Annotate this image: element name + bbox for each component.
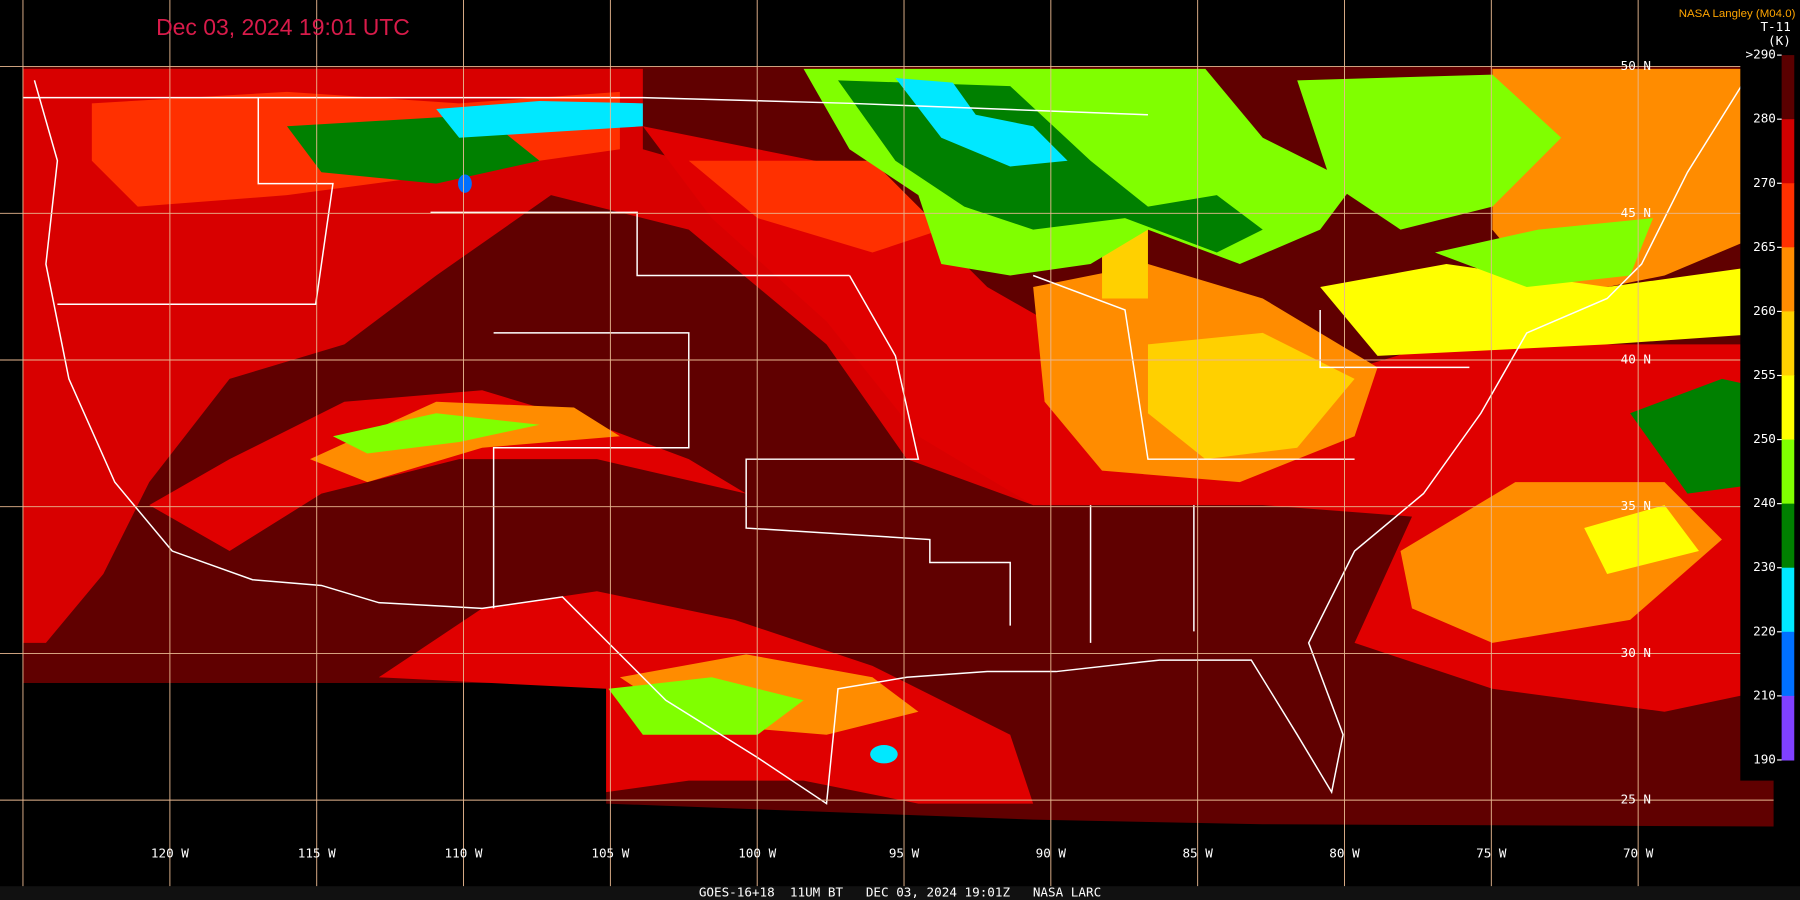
longitude-label: 115 W	[298, 846, 336, 861]
footer: GOES-16+18 11UM BT DEC 03, 2024 19:01Z N…	[699, 885, 1101, 900]
longitude-label: 105 W	[591, 846, 629, 861]
colorbar-segment	[1781, 183, 1795, 248]
colorbar-segment	[1781, 567, 1795, 633]
colorbar-segment	[1781, 55, 1795, 120]
cloud-region	[688, 160, 942, 253]
colorbar-segment	[1781, 311, 1795, 377]
cloud-region	[1297, 74, 1562, 230]
longitude-label: 120 W	[151, 846, 189, 861]
cloud-region	[458, 174, 472, 193]
cloud-region	[1320, 264, 1774, 356]
longitude-label: 85 W	[1182, 846, 1213, 861]
cloud-region	[1584, 505, 1699, 574]
latitude-label: 35 N	[1621, 498, 1651, 513]
cloud-region	[870, 745, 898, 764]
colorbar-segment	[1781, 119, 1795, 184]
cloud-region	[22, 68, 1148, 643]
border	[22, 96, 1148, 116]
colorbar-label: 250	[1753, 431, 1776, 446]
colorbar-label: 270	[1753, 175, 1776, 190]
graticule	[0, 0, 1774, 887]
cloud-region	[436, 101, 643, 138]
cloud-region	[332, 413, 540, 454]
colorbar-label: 280	[1753, 111, 1776, 126]
latitude-label: 50 N	[1621, 58, 1651, 73]
colorbar-segment	[1781, 695, 1795, 761]
longitude-label: 110 W	[445, 846, 483, 861]
colorbar-label: 220	[1753, 623, 1776, 638]
footer-bar	[0, 886, 1800, 900]
longitude-label: 70 W	[1623, 846, 1654, 861]
cloud-region	[309, 401, 620, 483]
longitude-label: 95 W	[889, 846, 920, 861]
cloud-region	[895, 78, 1068, 167]
coastline	[33, 79, 1746, 805]
colorbar-label: 255	[1753, 367, 1776, 382]
boundaries	[22, 79, 1746, 805]
latitude-label: 40 N	[1621, 352, 1651, 367]
colorbar-segment	[1781, 375, 1795, 441]
credit: NASA Langley (M04.0)	[1679, 8, 1796, 20]
colorbar-segment	[1781, 247, 1795, 312]
colorbar-label: 230	[1753, 559, 1776, 574]
cloud-region	[1630, 378, 1774, 494]
colorbar-segment	[1781, 503, 1795, 569]
latitude-label: 30 N	[1621, 645, 1651, 660]
longitude-label: 75 W	[1476, 846, 1507, 861]
longitude-label: 100 W	[738, 846, 776, 861]
state-lines	[57, 97, 1470, 643]
longitude-label: 80 W	[1329, 846, 1360, 861]
title: Dec 03, 2024 19:01 UTC	[156, 14, 410, 40]
colorbar-label: 260	[1753, 303, 1776, 318]
latitude-label: 45 N	[1621, 205, 1651, 220]
colorbar-label: 210	[1753, 687, 1776, 702]
colorbar-unit: (K)	[1768, 33, 1791, 48]
colorbar-label: >290	[1746, 47, 1776, 62]
colorbar-title: T-11	[1760, 19, 1790, 34]
colorbar-label: 190	[1753, 751, 1776, 766]
colorbar-label: 240	[1753, 495, 1776, 510]
cloud-region	[1434, 218, 1654, 287]
colorbar-label: 265	[1753, 239, 1776, 254]
cloud-region	[1147, 332, 1355, 460]
longitude-label: 90 W	[1036, 846, 1067, 861]
latitude-label: 25 N	[1621, 792, 1651, 807]
colorbar-segment	[1781, 631, 1795, 697]
colorbar-segment	[1781, 439, 1795, 505]
